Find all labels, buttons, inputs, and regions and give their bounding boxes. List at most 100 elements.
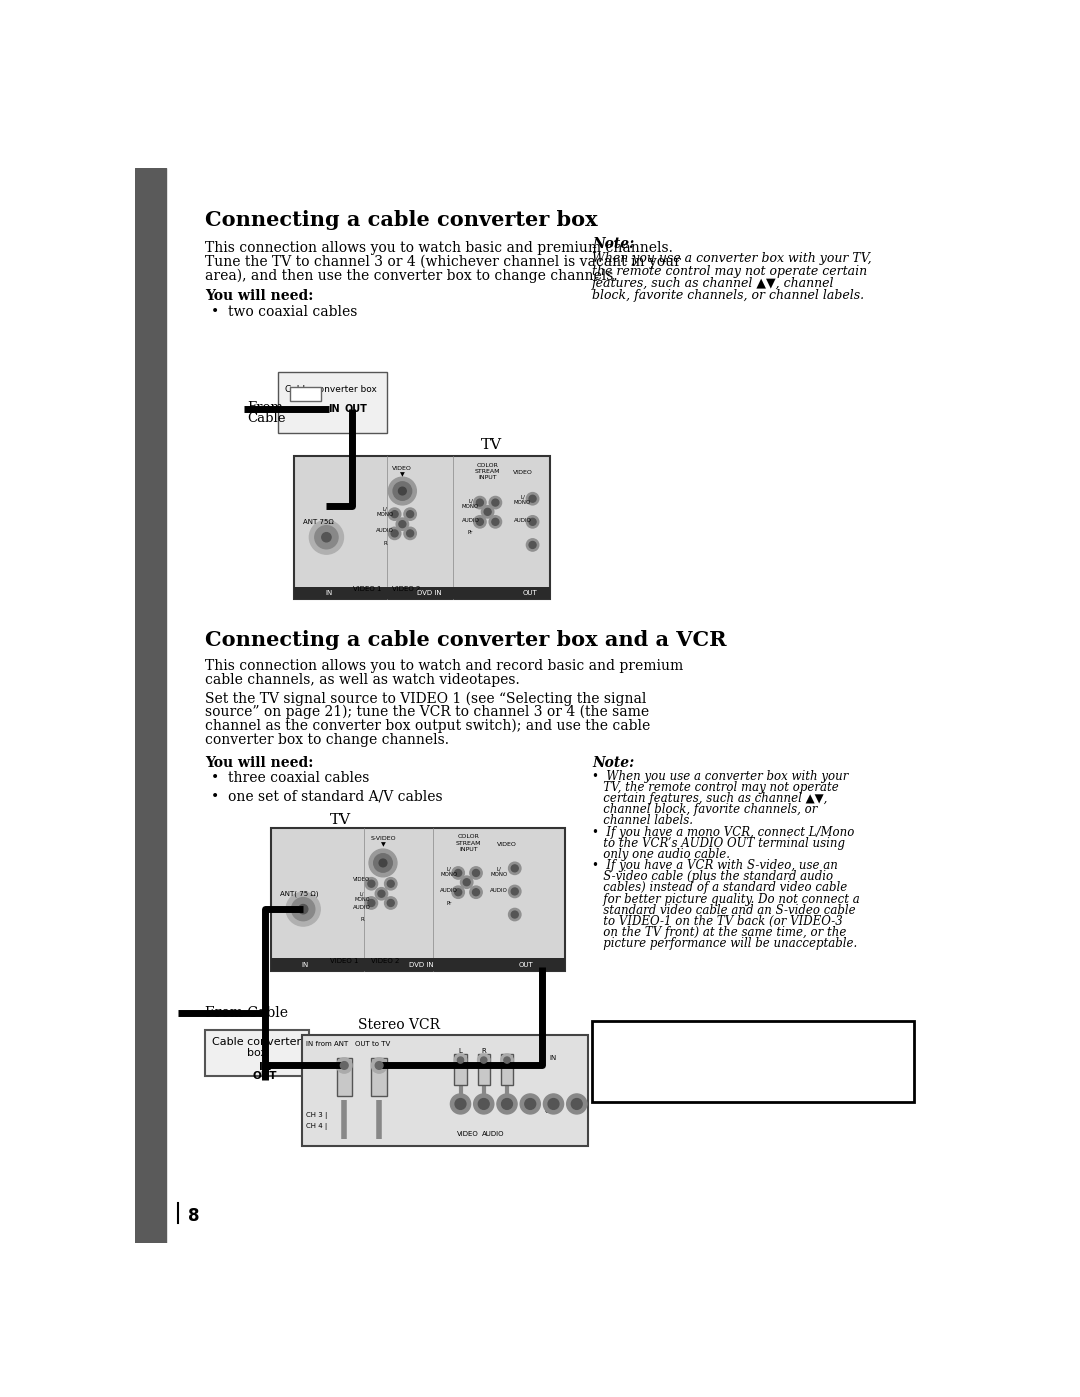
- Text: channel block, favorite channels, or: channel block, favorite channels, or: [592, 803, 818, 816]
- Text: Tune the TV to channel 3 or 4 (whichever channel is vacant in your: Tune the TV to channel 3 or 4 (whichever…: [205, 254, 680, 270]
- Text: box: box: [247, 1048, 267, 1058]
- Text: Cable: Cable: [247, 412, 286, 425]
- Circle shape: [529, 496, 536, 502]
- Text: Pr: Pr: [468, 529, 473, 535]
- Text: MONO: MONO: [462, 504, 480, 509]
- Text: From: From: [247, 401, 283, 414]
- Text: on the TV front) at the same time, or the: on the TV front) at the same time, or th…: [592, 926, 847, 939]
- Bar: [372, 1058, 387, 1097]
- Text: MONO: MONO: [377, 511, 394, 517]
- Circle shape: [375, 887, 388, 900]
- Text: VIDEO: VIDEO: [497, 842, 517, 847]
- Circle shape: [491, 518, 499, 525]
- Text: L/: L/: [446, 866, 451, 872]
- Text: AUDIO: AUDIO: [461, 518, 480, 522]
- Circle shape: [368, 880, 375, 887]
- Text: AUDIO: AUDIO: [440, 887, 458, 893]
- Text: AUDIO: AUDIO: [490, 887, 509, 893]
- Text: R: R: [361, 916, 364, 922]
- Text: MONO: MONO: [441, 872, 458, 877]
- Text: •  two coaxial cables: • two coaxial cables: [211, 306, 357, 320]
- Text: certain features, such as channel ▲▼,: certain features, such as channel ▲▼,: [592, 792, 827, 805]
- Circle shape: [491, 499, 499, 506]
- Bar: [271, 828, 565, 971]
- Circle shape: [470, 866, 482, 879]
- Circle shape: [389, 527, 401, 539]
- Text: VIDEO: VIDEO: [513, 471, 532, 475]
- Bar: [294, 457, 550, 599]
- Circle shape: [501, 1098, 512, 1109]
- Text: STREAM: STREAM: [475, 469, 500, 474]
- Circle shape: [509, 908, 521, 921]
- Circle shape: [322, 532, 332, 542]
- Text: or revision of television programs, videotapes,: or revision of television programs, vide…: [598, 1041, 909, 1053]
- Circle shape: [389, 478, 416, 504]
- Circle shape: [451, 866, 464, 879]
- Circle shape: [543, 1094, 564, 1113]
- Text: Connecting
your TV: Connecting your TV: [136, 708, 165, 782]
- Text: DVDs, and other materials is prohibited under: DVDs, and other materials is prohibited …: [598, 1053, 905, 1066]
- Text: IN: IN: [328, 404, 340, 414]
- Text: to VIDEO-1 on the TV back (or VIDEO-3: to VIDEO-1 on the TV back (or VIDEO-3: [592, 915, 843, 928]
- Text: CH 4 |: CH 4 |: [306, 1123, 327, 1130]
- Circle shape: [404, 509, 416, 520]
- Text: •  When you use a converter box with your: • When you use a converter box with your: [592, 770, 849, 782]
- Text: S-video cable (plus the standard audio: S-video cable (plus the standard audio: [592, 870, 834, 883]
- Circle shape: [298, 904, 308, 914]
- Text: AUDIO: AUDIO: [377, 528, 394, 534]
- Circle shape: [309, 520, 343, 555]
- Text: Set the TV signal source to VIDEO 1 (see “Selecting the signal: Set the TV signal source to VIDEO 1 (see…: [205, 692, 646, 705]
- Circle shape: [378, 890, 384, 897]
- Circle shape: [379, 859, 387, 866]
- Circle shape: [286, 893, 321, 926]
- Circle shape: [474, 1094, 494, 1113]
- Circle shape: [489, 496, 501, 509]
- Text: cables) instead of a standard video cable: cables) instead of a standard video cabl…: [592, 882, 848, 894]
- Bar: [301, 1035, 589, 1147]
- Text: VIDEO: VIDEO: [457, 1132, 478, 1137]
- Circle shape: [476, 518, 484, 525]
- Text: other countries, and may subject you to civil: other countries, and may subject you to …: [598, 1077, 894, 1091]
- Circle shape: [455, 1098, 465, 1109]
- Circle shape: [484, 509, 491, 515]
- Circle shape: [393, 482, 411, 500]
- Circle shape: [369, 849, 397, 877]
- Bar: [135, 168, 166, 1243]
- Text: IN: IN: [325, 590, 333, 595]
- Circle shape: [501, 1053, 513, 1066]
- Text: ▼: ▼: [400, 472, 405, 476]
- Text: AUDIO: AUDIO: [353, 905, 372, 911]
- Circle shape: [474, 496, 486, 509]
- Text: L/
MONO: L/ MONO: [354, 891, 369, 902]
- Text: Note:: Note:: [592, 237, 635, 251]
- Text: converter box to change channels.: converter box to change channels.: [205, 733, 449, 747]
- Text: R: R: [383, 541, 388, 546]
- Text: •  If you have a VCR with S-video, use an: • If you have a VCR with S-video, use an: [592, 859, 838, 872]
- Circle shape: [399, 521, 406, 528]
- Text: to the VCR’s AUDIO OUT terminal using: to the VCR’s AUDIO OUT terminal using: [592, 837, 846, 849]
- Circle shape: [511, 911, 518, 918]
- Circle shape: [455, 888, 461, 895]
- Text: OUT: OUT: [523, 590, 538, 595]
- Circle shape: [375, 1062, 383, 1069]
- Circle shape: [451, 886, 464, 898]
- Text: ANT( 75 Ω): ANT( 75 Ω): [280, 890, 319, 897]
- Text: DVD IN: DVD IN: [409, 961, 434, 968]
- Text: COLOR: COLOR: [476, 462, 499, 468]
- Circle shape: [473, 888, 480, 895]
- Bar: [294, 587, 550, 599]
- Circle shape: [455, 1053, 467, 1066]
- Circle shape: [474, 515, 486, 528]
- Text: ANT 75Ω: ANT 75Ω: [303, 518, 334, 525]
- Text: IN: IN: [302, 961, 309, 968]
- Text: AUDIO: AUDIO: [514, 518, 531, 522]
- Text: VIDEO 1: VIDEO 1: [353, 585, 381, 592]
- Text: VIDEO: VIDEO: [353, 877, 370, 882]
- Circle shape: [404, 527, 416, 539]
- Text: S-VIDEO: S-VIDEO: [370, 835, 395, 841]
- Text: From Cable: From Cable: [205, 1006, 287, 1020]
- Circle shape: [481, 1058, 487, 1063]
- Text: INPUT: INPUT: [459, 847, 477, 852]
- Text: area), and then use the converter box to change channels.: area), and then use the converter box to…: [205, 268, 618, 284]
- Text: TV: TV: [329, 813, 351, 827]
